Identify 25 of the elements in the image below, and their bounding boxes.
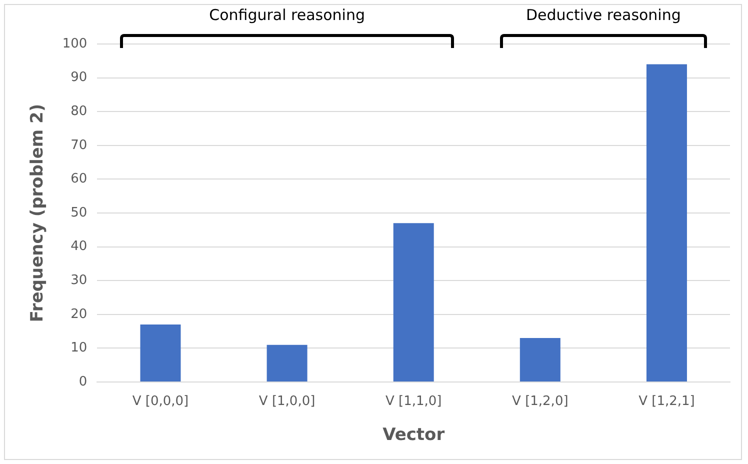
y-tick-label: 10 (70, 340, 88, 356)
bar (393, 223, 434, 382)
y-tick-label: 0 (78, 374, 88, 390)
y-tick-label: 90 (70, 70, 88, 86)
y-tick-label: 40 (70, 239, 88, 254)
y-tick-label: 50 (70, 205, 88, 220)
y-tick-label: 60 (70, 172, 88, 187)
x-tick-label: V [1,2,0] (512, 394, 568, 410)
text: Deductive reasoning (524, 6, 682, 24)
y-tick-label: 30 (70, 272, 88, 288)
x-tick-label: V [0,0,0] (132, 394, 189, 410)
y-tick-label: 80 (70, 104, 88, 119)
x-tick-label: V [1,0,0] (258, 394, 316, 410)
y-axis-title: Frequency (problem 2) (28, 104, 48, 322)
text: Configural reasoning (208, 6, 366, 24)
y-tick-label: 100 (62, 36, 88, 52)
bar (520, 338, 560, 382)
bar (140, 324, 181, 382)
x-axis-title: Vector (382, 425, 446, 446)
y-tick-label: 70 (70, 138, 88, 153)
x-tick-label: V [1,1,0] (385, 394, 442, 410)
bar (646, 64, 687, 382)
x-tick-label: V [1,2,1] (638, 394, 695, 410)
bar (266, 344, 308, 382)
y-tick-label: 20 (70, 306, 88, 322)
